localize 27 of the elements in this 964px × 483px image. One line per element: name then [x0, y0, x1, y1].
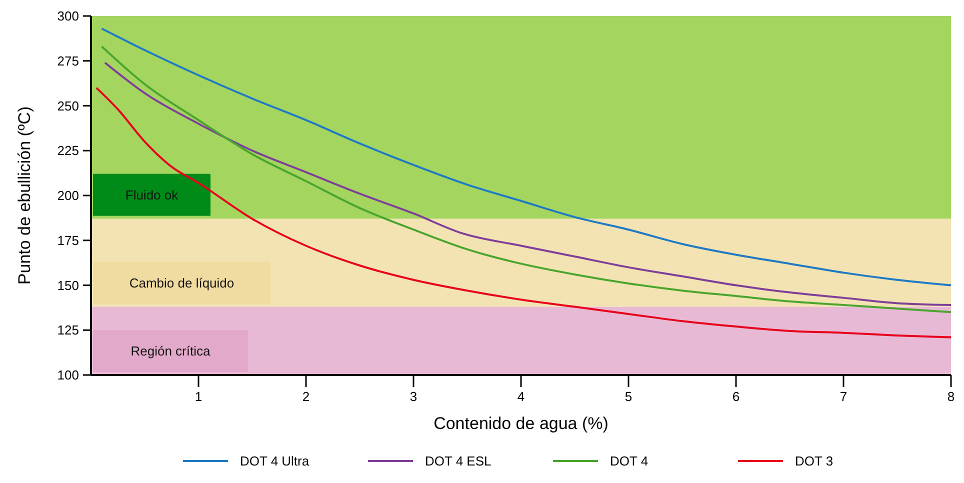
legend-label: DOT 4: [610, 454, 648, 468]
y-tick-label: 125: [57, 322, 79, 338]
x-tick-label: 8: [947, 389, 955, 404]
y-tick-label: 175: [57, 232, 79, 248]
y-tick-label: 250: [57, 98, 79, 114]
line-series: [95, 86, 952, 338]
x-tick-label: 2: [302, 389, 310, 404]
y-tick-label: 300: [57, 8, 79, 24]
y-tick-label: 275: [57, 53, 79, 68]
x-axis-title: Contenido de agua (%): [434, 414, 608, 433]
band-label: Fluido ok: [125, 187, 179, 202]
x-tick-label: 3: [410, 389, 418, 404]
y-tick-label: 225: [57, 143, 79, 158]
band-label: Región crítica: [130, 344, 212, 358]
x-tick-label: 1: [194, 389, 202, 404]
x-tick-label: 5: [624, 389, 632, 404]
y-tick-label: 200: [57, 188, 79, 203]
legend-label: DOT 4 Ultra: [240, 454, 310, 468]
legend-label: DOT 4 ESL: [425, 454, 492, 468]
y-tick-label: 150: [57, 278, 79, 293]
x-tick-label: 4: [517, 389, 525, 404]
legend-label: DOT 3: [795, 454, 834, 468]
x-tick-label: 7: [840, 389, 848, 404]
band-label: Cambio de líquido: [129, 275, 234, 290]
y-tick-label: 100: [57, 368, 79, 382]
y-axis-title: Punto de ebullición (ºC): [15, 106, 34, 285]
x-tick-label: 6: [732, 389, 740, 404]
